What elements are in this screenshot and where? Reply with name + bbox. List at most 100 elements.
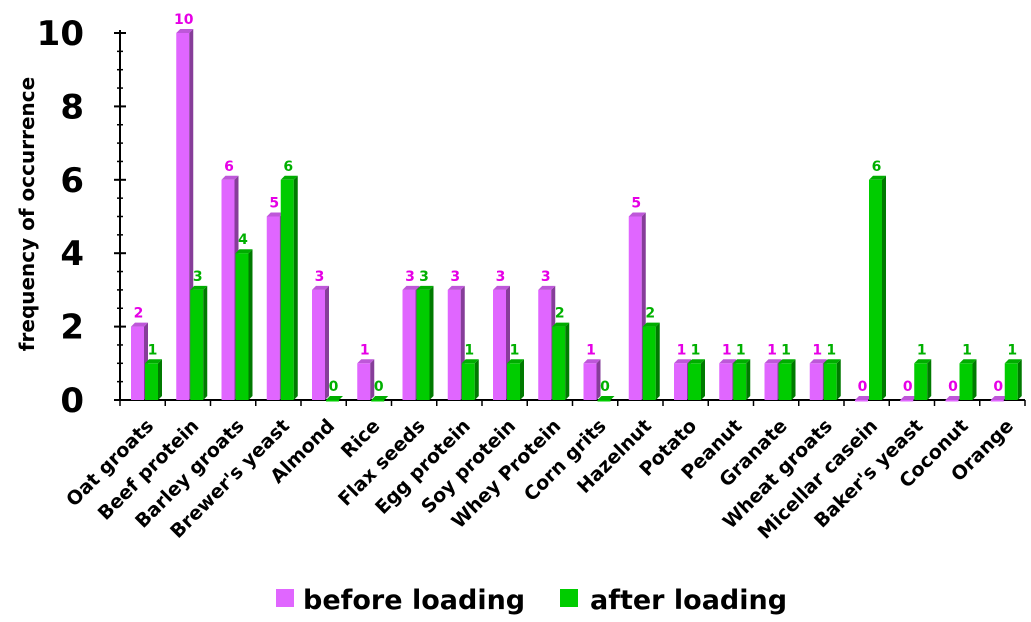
data-label: 6: [283, 159, 293, 175]
bar-front: [990, 400, 1004, 402]
data-label: 1: [148, 342, 158, 358]
bar-top: [719, 359, 737, 364]
bar-front: [235, 253, 249, 400]
bar-top: [959, 359, 977, 364]
bar-front: [538, 289, 552, 400]
data-label: 1: [510, 342, 520, 358]
bar-front: [190, 289, 204, 400]
bar-front: [371, 400, 385, 402]
bar-top: [507, 359, 524, 364]
bar-before-loading-micellar-casein: [855, 396, 872, 402]
bar-top: [823, 359, 841, 364]
y-axis-label: frequency of occurrence: [15, 77, 39, 351]
data-label: 3: [541, 269, 551, 285]
bar-side: [370, 359, 375, 400]
bar-top: [357, 359, 375, 364]
bar-after-loading-coconut: [959, 359, 977, 400]
bar-after-loading-hazelnut: [642, 322, 660, 400]
bar-after-loading-barley-groats: [235, 249, 253, 400]
bar-after-loading-granate: [778, 359, 796, 400]
bar-front: [809, 363, 823, 400]
legend: before loading after loading: [276, 585, 787, 616]
bar-front: [357, 363, 371, 400]
data-label: 1: [917, 342, 927, 358]
data-label: 3: [450, 269, 460, 285]
bar-front: [266, 216, 280, 400]
bar-front: [326, 400, 339, 402]
data-label: 0: [374, 379, 384, 395]
bar-side: [1017, 359, 1022, 400]
bar-front: [900, 400, 914, 402]
data-label: 1: [826, 342, 836, 358]
bar-after-loading-flax-seeds: [416, 285, 434, 400]
y-tick-label: 10: [37, 14, 84, 54]
bar-top: [869, 175, 886, 180]
bar-top: [552, 322, 570, 327]
bar-side: [701, 359, 705, 400]
bar-side: [474, 359, 479, 400]
data-label: 1: [781, 342, 791, 358]
bar-top: [176, 29, 194, 33]
bar-top: [642, 322, 660, 327]
bar-front: [855, 400, 868, 402]
bar-top: [778, 359, 796, 364]
bar-top: [221, 175, 239, 180]
data-label: 0: [948, 379, 958, 395]
data-label: 1: [962, 342, 972, 358]
bar-side: [882, 175, 886, 400]
bar-after-loading-rice: [371, 396, 389, 402]
bar-front: [145, 363, 158, 400]
y-tick-label: 4: [60, 234, 84, 274]
data-label: 1: [767, 342, 777, 358]
data-label: 2: [645, 306, 655, 322]
data-label: 5: [631, 196, 641, 212]
bar-front: [674, 363, 687, 400]
bar-after-loading-oat-groats: [145, 359, 162, 400]
bar-top: [688, 359, 705, 364]
data-label: 1: [1007, 342, 1017, 358]
data-label: 10: [174, 12, 194, 28]
bar-top: [371, 396, 389, 400]
bar-front: [642, 326, 656, 400]
bar-before-loading-rice: [357, 359, 375, 400]
bar-front: [583, 363, 597, 400]
bar-top: [674, 359, 691, 364]
data-label: 0: [600, 379, 610, 395]
data-label: 3: [496, 269, 506, 285]
bar-side: [293, 175, 298, 400]
bar-after-loading-soy-protein: [507, 359, 524, 400]
bar-top: [1004, 359, 1022, 364]
bar-top: [131, 322, 148, 327]
bar-after-loading-orange: [1004, 359, 1022, 400]
bar-before-loading-corn-grits: [583, 359, 601, 400]
bar-top: [280, 175, 298, 180]
bar-top: [402, 285, 420, 290]
bar-front: [447, 289, 461, 400]
data-label: 6: [872, 159, 882, 175]
bar-top: [628, 212, 646, 217]
legend-label-before-loading: before loading: [303, 585, 525, 616]
bar-top: [855, 396, 872, 400]
bar-front: [823, 363, 837, 400]
bar-top: [809, 359, 827, 364]
bar-top: [266, 212, 284, 217]
bar-front: [914, 363, 928, 400]
bar-top: [235, 249, 253, 254]
bar-after-loading-micellar-casein: [869, 175, 886, 400]
y-tick-label: 2: [60, 308, 84, 348]
data-label: 3: [315, 269, 325, 285]
bar-front: [416, 289, 430, 400]
data-label: 0: [858, 379, 868, 395]
bar-side: [746, 359, 751, 400]
bar-side: [927, 359, 932, 400]
bar-front: [312, 289, 325, 400]
bar-front: [1004, 363, 1018, 400]
bar-before-loading-almond: [312, 285, 329, 400]
bar-side: [158, 359, 162, 400]
bar-top: [312, 285, 329, 290]
bar-before-loading-baker-s-yeast: [900, 396, 918, 402]
bar-front: [733, 363, 747, 400]
